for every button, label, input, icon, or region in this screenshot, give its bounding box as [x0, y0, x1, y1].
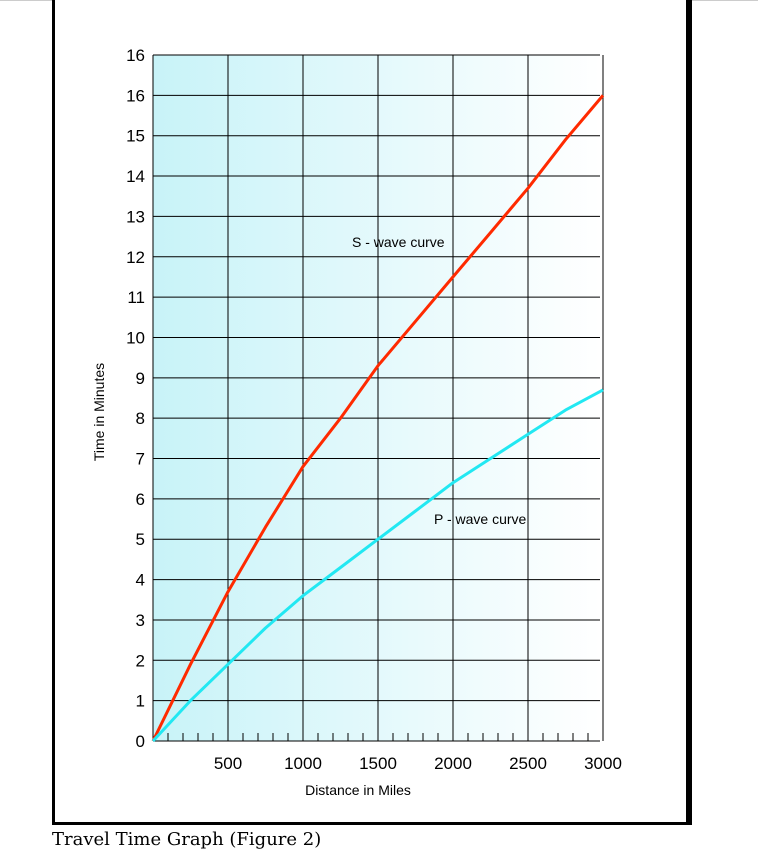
p-wave-line — [151, 388, 604, 743]
y-tick-label: 6 — [136, 490, 145, 509]
y-tick-label: 13 — [126, 207, 145, 226]
s-wave-annotation: S - wave curve — [352, 234, 445, 250]
y-tick-label: 2 — [136, 651, 145, 670]
x-tick-label: 2000 — [434, 754, 472, 773]
y-tick-label: 1 — [136, 692, 145, 711]
y-tick-label: 8 — [136, 409, 145, 428]
y-axis-title: Time in Minutes — [91, 363, 107, 461]
y-tick-label: 16 — [126, 46, 145, 65]
plot-area — [153, 55, 600, 741]
x-tick-label: 1000 — [284, 754, 322, 773]
y-tick-label: 3 — [136, 611, 145, 630]
x-tick-label: 1500 — [359, 754, 397, 773]
y-tick-label: 5 — [136, 530, 145, 549]
x-tick-label: 2500 — [509, 754, 547, 773]
y-tick-label: 16 — [126, 86, 145, 105]
x-tick-label: 3000 — [584, 754, 622, 773]
p-wave-annotation: P - wave curve — [434, 511, 527, 527]
y-tick-label: 0 — [136, 732, 145, 751]
x-axis-title: Distance in Miles — [305, 782, 411, 798]
y-tick-label: 11 — [127, 288, 145, 307]
y-tick-label: 9 — [136, 369, 145, 388]
y-tick-label: 14 — [126, 167, 145, 186]
y-tick-label: 10 — [126, 328, 145, 347]
s-wave-line — [151, 94, 605, 742]
figure-caption: Travel Time Graph (Figure 2) — [52, 829, 322, 850]
y-tick-label: 4 — [136, 571, 145, 590]
y-tick-label: 12 — [126, 248, 145, 267]
y-tick-label: 15 — [126, 127, 145, 146]
y-tick-label: 7 — [136, 450, 145, 469]
x-tick-label: 500 — [214, 754, 242, 773]
